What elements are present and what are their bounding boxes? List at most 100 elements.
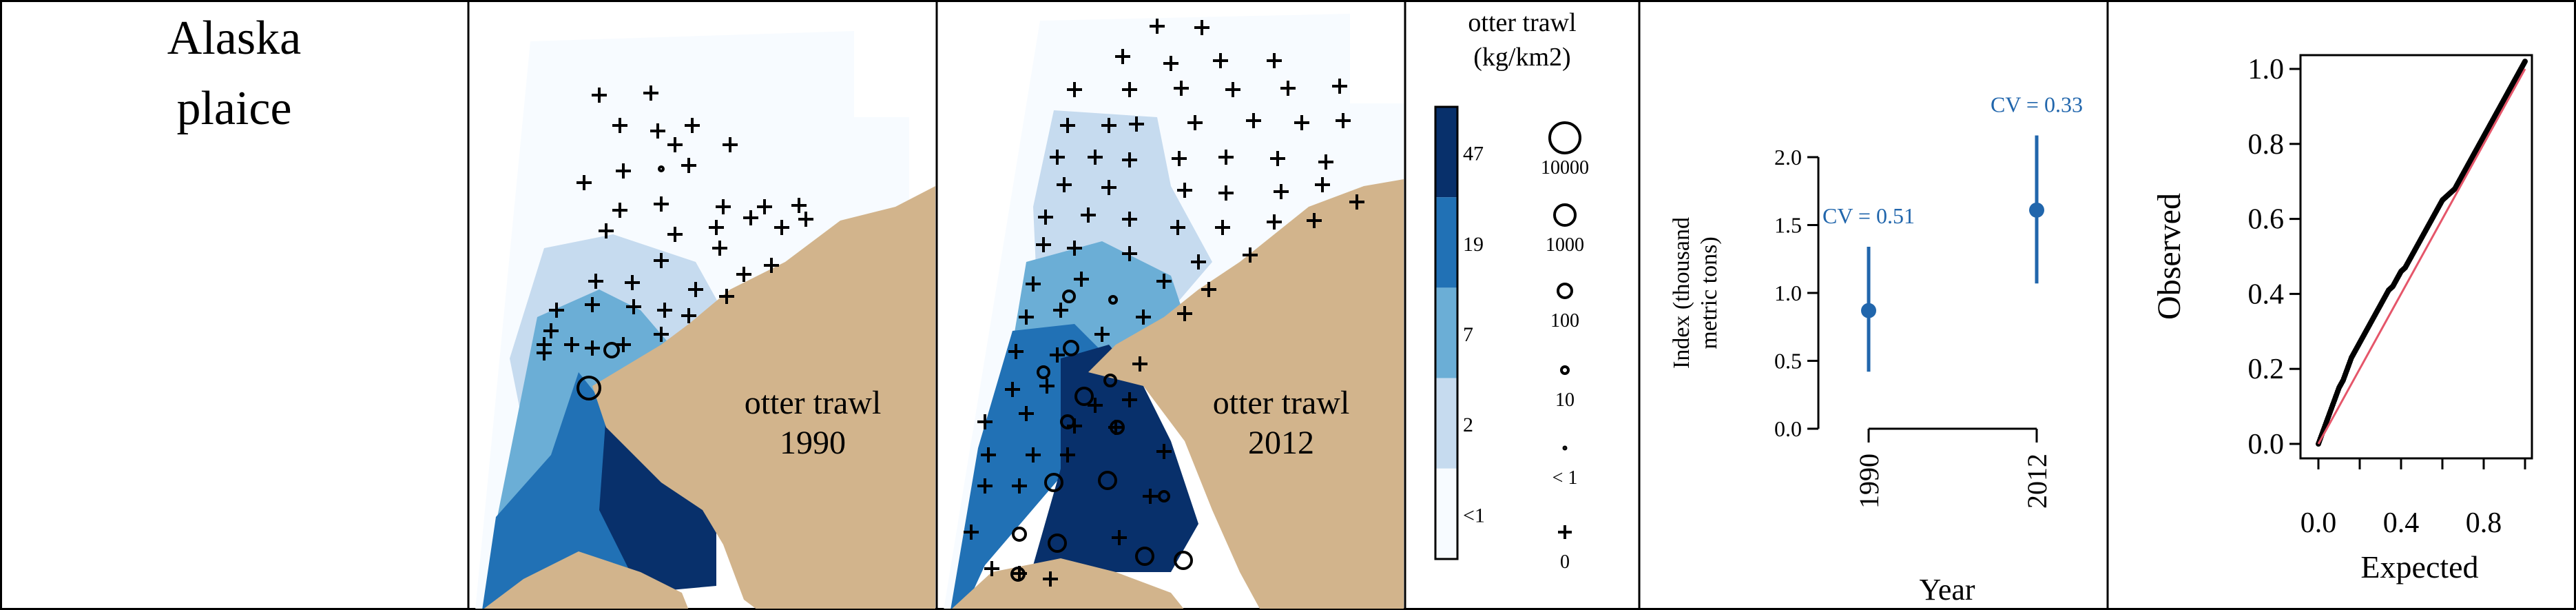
station-no-catch-marker: [798, 212, 813, 227]
station-no-catch-marker: [1012, 478, 1027, 494]
map-land: [592, 186, 935, 609]
station-catch-marker: [1158, 490, 1170, 502]
station-no-catch-marker: [709, 220, 724, 235]
y-tick-label: 0.0: [2248, 429, 2285, 460]
station-no-catch-marker: [667, 227, 683, 242]
size-legend-circle: [1562, 445, 1568, 451]
station-no-catch-marker: [654, 253, 669, 268]
station-no-catch-marker: [1115, 49, 1130, 64]
station-no-catch-marker: [1156, 444, 1172, 459]
y-axis-title-line-2: metric tons): [1696, 236, 1722, 349]
y-tick-label: 1.5: [1774, 213, 1802, 238]
species-title: Alaska plaice: [167, 12, 301, 135]
station-no-catch-marker: [1174, 81, 1189, 96]
station-no-catch-marker: [1349, 194, 1364, 210]
station-no-catch-marker: [588, 274, 603, 289]
station-no-catch-marker: [1187, 115, 1203, 130]
station-no-catch-marker: [716, 199, 731, 214]
station-no-catch-marker: [688, 282, 703, 297]
station-catch-marker: [1174, 551, 1193, 570]
station-no-catch-marker: [585, 340, 600, 356]
station-no-catch-marker: [743, 210, 758, 225]
station-no-catch-marker: [1177, 183, 1192, 198]
station-no-catch-marker: [543, 323, 559, 338]
station-no-catch-marker: [1280, 81, 1296, 96]
station-no-catch-marker: [736, 267, 751, 282]
x-tick-label: 1990: [1853, 454, 1884, 509]
station-catch-marker: [1048, 533, 1067, 553]
colorbar-label: 47: [1463, 143, 1484, 165]
y-tick-label: 1.0: [1774, 281, 1802, 305]
station-no-catch-marker: [1088, 398, 1103, 413]
station-catch-marker: [1060, 414, 1075, 429]
station-no-catch-marker: [643, 85, 658, 101]
y-tick-label: 2.0: [1774, 145, 1802, 170]
station-no-catch-marker: [1088, 150, 1103, 165]
station-no-catch-marker: [1057, 177, 1072, 192]
colorbar-swatch: [1435, 468, 1457, 559]
station-no-catch-marker: [1213, 53, 1228, 68]
station-no-catch-marker: [1243, 247, 1258, 263]
y-tick-label: 1.0: [2248, 54, 2285, 85]
colorbar-frame: [1434, 105, 1459, 560]
station-no-catch-marker: [612, 203, 627, 218]
map-land-south: [952, 558, 1184, 609]
qq-plot: 0.0 0.2 0.4 0.6 0.8 1.0 0.0 0.4 0.8 Expected Obser…: [2151, 54, 2533, 584]
station-no-catch-marker: [1129, 116, 1144, 132]
station-catch-marker: [1098, 471, 1117, 490]
station-no-catch-marker: [1101, 180, 1116, 195]
station-no-catch-marker: [1336, 113, 1351, 128]
colorbar-swatch: [1435, 107, 1457, 198]
x-axis-title: Year: [1919, 573, 1975, 607]
size-legend-label: 100: [1550, 310, 1579, 332]
station-no-catch-marker: [1270, 151, 1285, 166]
map-land: [1088, 179, 1404, 609]
station-no-catch-marker: [1060, 447, 1075, 462]
y-tick-label: 0.2: [2248, 354, 2285, 385]
map-density-band-47: [1033, 345, 1198, 572]
station-no-catch-marker: [1294, 115, 1309, 130]
station-no-catch-marker: [1267, 53, 1282, 68]
x-tick-label: 0.0: [2300, 507, 2337, 539]
station-no-catch-marker: [1172, 151, 1187, 166]
station-no-catch-marker: [1215, 220, 1230, 235]
station-no-catch-marker: [1163, 56, 1178, 71]
size-legend-label: < 1: [1552, 467, 1578, 489]
map-label-line-1: otter trawl: [745, 385, 882, 421]
y-tick-label: 0.0: [1774, 416, 1802, 441]
station-no-catch-marker: [1112, 530, 1127, 545]
y-tick-label: 0.5: [1774, 349, 1802, 374]
station-no-catch-marker: [1136, 309, 1151, 325]
x-axis-title: Expected: [2360, 549, 2478, 584]
station-no-catch-marker: [1218, 185, 1234, 201]
size-legend-circle: [1548, 121, 1581, 154]
station-no-catch-marker: [564, 337, 579, 352]
station-no-catch-marker: [1094, 327, 1110, 342]
y-tick-label: 0.4: [2248, 278, 2285, 310]
station-no-catch-marker: [1191, 254, 1206, 270]
x-tick-label: 0.4: [2383, 507, 2420, 539]
station-no-catch-marker: [1101, 118, 1116, 133]
legend-colorbar: 47 19 7 2 <1: [1434, 105, 1485, 560]
station-no-catch-marker: [1177, 306, 1192, 321]
station-catch-marker: [1103, 374, 1117, 387]
density-map-1990: otter trawl 1990: [475, 31, 935, 609]
station-no-catch-marker: [1081, 207, 1096, 223]
station-no-catch-marker: [774, 220, 789, 235]
station-no-catch-marker: [667, 137, 683, 152]
station-no-catch-marker: [681, 308, 696, 323]
station-no-catch-marker: [625, 275, 640, 290]
station-no-catch-marker: [1267, 214, 1282, 230]
station-no-catch-marker: [1043, 571, 1058, 587]
map-label-line-1: otter trawl: [1213, 385, 1350, 421]
station-catch-marker: [603, 342, 620, 358]
station-no-catch-marker: [1019, 406, 1034, 421]
station-no-catch-marker: [1143, 489, 1158, 504]
species-title-line-2: plaice: [176, 82, 291, 135]
station-catch-marker: [1063, 340, 1079, 356]
station-catch-marker: [1108, 295, 1118, 305]
station-no-catch-marker: [1060, 118, 1075, 133]
station-no-catch-marker: [1074, 272, 1089, 287]
station-no-catch-marker: [657, 303, 672, 318]
